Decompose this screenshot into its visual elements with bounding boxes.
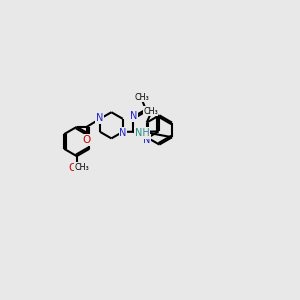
Text: CH₃: CH₃ — [143, 106, 158, 116]
Text: N: N — [130, 111, 138, 121]
Text: CH₃: CH₃ — [75, 163, 89, 172]
Text: CH₃: CH₃ — [135, 93, 149, 102]
Text: O: O — [82, 135, 91, 145]
Text: N: N — [119, 128, 127, 138]
Text: NH: NH — [135, 128, 150, 138]
Text: O: O — [69, 163, 77, 173]
Text: N: N — [96, 113, 103, 123]
Text: N: N — [143, 135, 150, 145]
